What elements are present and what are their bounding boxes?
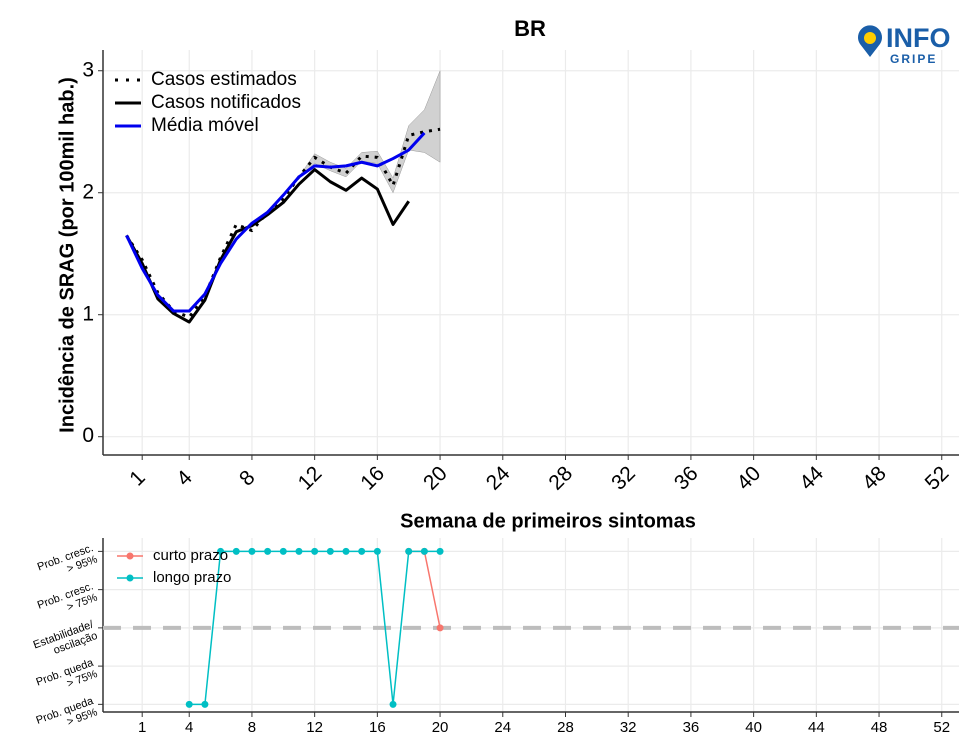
y-tick-label: Prob. queda> 95% <box>35 695 100 738</box>
x-tick-label: 32 <box>620 719 637 736</box>
x-tick-label: 16 <box>356 462 389 495</box>
legend-label: curto prazo <box>153 547 228 564</box>
x-tick-label: 4 <box>172 466 197 491</box>
series-line <box>125 127 441 319</box>
legend-label: Média móvel <box>151 115 259 136</box>
series-point <box>436 624 444 632</box>
x-tick-label: 4 <box>185 719 193 736</box>
series-point <box>373 547 381 555</box>
x-tick-label: 28 <box>557 719 574 736</box>
y-tick-label: 3 <box>82 58 94 81</box>
series-point <box>389 700 397 708</box>
x-tick-label: 12 <box>306 719 323 736</box>
x-tick-label: 48 <box>871 719 888 736</box>
x-tick-label: 12 <box>294 462 327 495</box>
x-tick-label: 36 <box>670 462 703 495</box>
series-point <box>436 547 444 555</box>
series-point <box>201 700 209 708</box>
series-point <box>342 547 350 555</box>
series-point <box>185 700 193 708</box>
series-point <box>311 547 319 555</box>
x-tick-label: 44 <box>795 462 828 495</box>
y-tick-label: Prob. cresc.> 75% <box>36 580 100 623</box>
y-tick-label: 0 <box>82 424 94 447</box>
chart-title: BR <box>514 16 546 41</box>
x-tick-label: 24 <box>482 462 515 495</box>
series-point <box>358 547 366 555</box>
x-tick-label: 40 <box>745 719 762 736</box>
x-tick-label: 8 <box>235 466 260 491</box>
x-tick-label: 44 <box>808 719 825 736</box>
series-point <box>295 547 303 555</box>
legend-label: Casos notificados <box>151 92 301 113</box>
x-tick-label: 24 <box>494 719 511 736</box>
x-tick-label: 52 <box>921 462 954 495</box>
y-axis-title: Incidência de SRAG (por 100mil hab.) <box>56 77 78 433</box>
x-tick-label: 1 <box>125 466 150 491</box>
x-tick-label: 48 <box>858 462 891 495</box>
series-point <box>420 547 428 555</box>
series-point <box>326 547 334 555</box>
x-tick-label: 28 <box>544 462 577 495</box>
legend-marker <box>126 552 134 560</box>
x-tick-label: 16 <box>369 719 386 736</box>
series-point <box>232 547 240 555</box>
y-tick-label: Prob. cresc.> 95% <box>36 542 100 585</box>
x-tick-label: 1 <box>138 719 146 736</box>
x-axis-title: Semana de primeiros sintomas <box>400 510 696 532</box>
x-tick-label: 32 <box>607 462 640 495</box>
series-point <box>279 547 287 555</box>
series-point <box>405 547 413 555</box>
x-tick-label: 20 <box>432 719 449 736</box>
y-tick-label: Estabilidade/oscilação <box>32 618 100 662</box>
series-point <box>217 547 225 555</box>
y-tick-label: 2 <box>82 180 94 203</box>
y-tick-label: Prob. queda> 75% <box>35 656 100 699</box>
x-tick-label: 20 <box>419 462 452 495</box>
logo-title: INFO <box>886 23 951 53</box>
x-tick-label: 40 <box>733 462 766 495</box>
x-tick-label: 36 <box>683 719 700 736</box>
logo: INFO GRIPE <box>858 23 951 66</box>
series-point <box>248 547 256 555</box>
y-tick-label: 1 <box>82 302 94 325</box>
legend-label: longo prazo <box>153 569 231 586</box>
series-line <box>125 168 410 324</box>
legend-label: Casos estimados <box>151 69 297 90</box>
logo-subtitle: GRIPE <box>890 52 937 66</box>
legend-marker <box>126 574 134 582</box>
x-tick-label: 52 <box>933 719 950 736</box>
x-tick-label: 8 <box>248 719 256 736</box>
series-line <box>125 131 426 313</box>
series-point <box>264 547 272 555</box>
logo-dot <box>864 32 876 44</box>
